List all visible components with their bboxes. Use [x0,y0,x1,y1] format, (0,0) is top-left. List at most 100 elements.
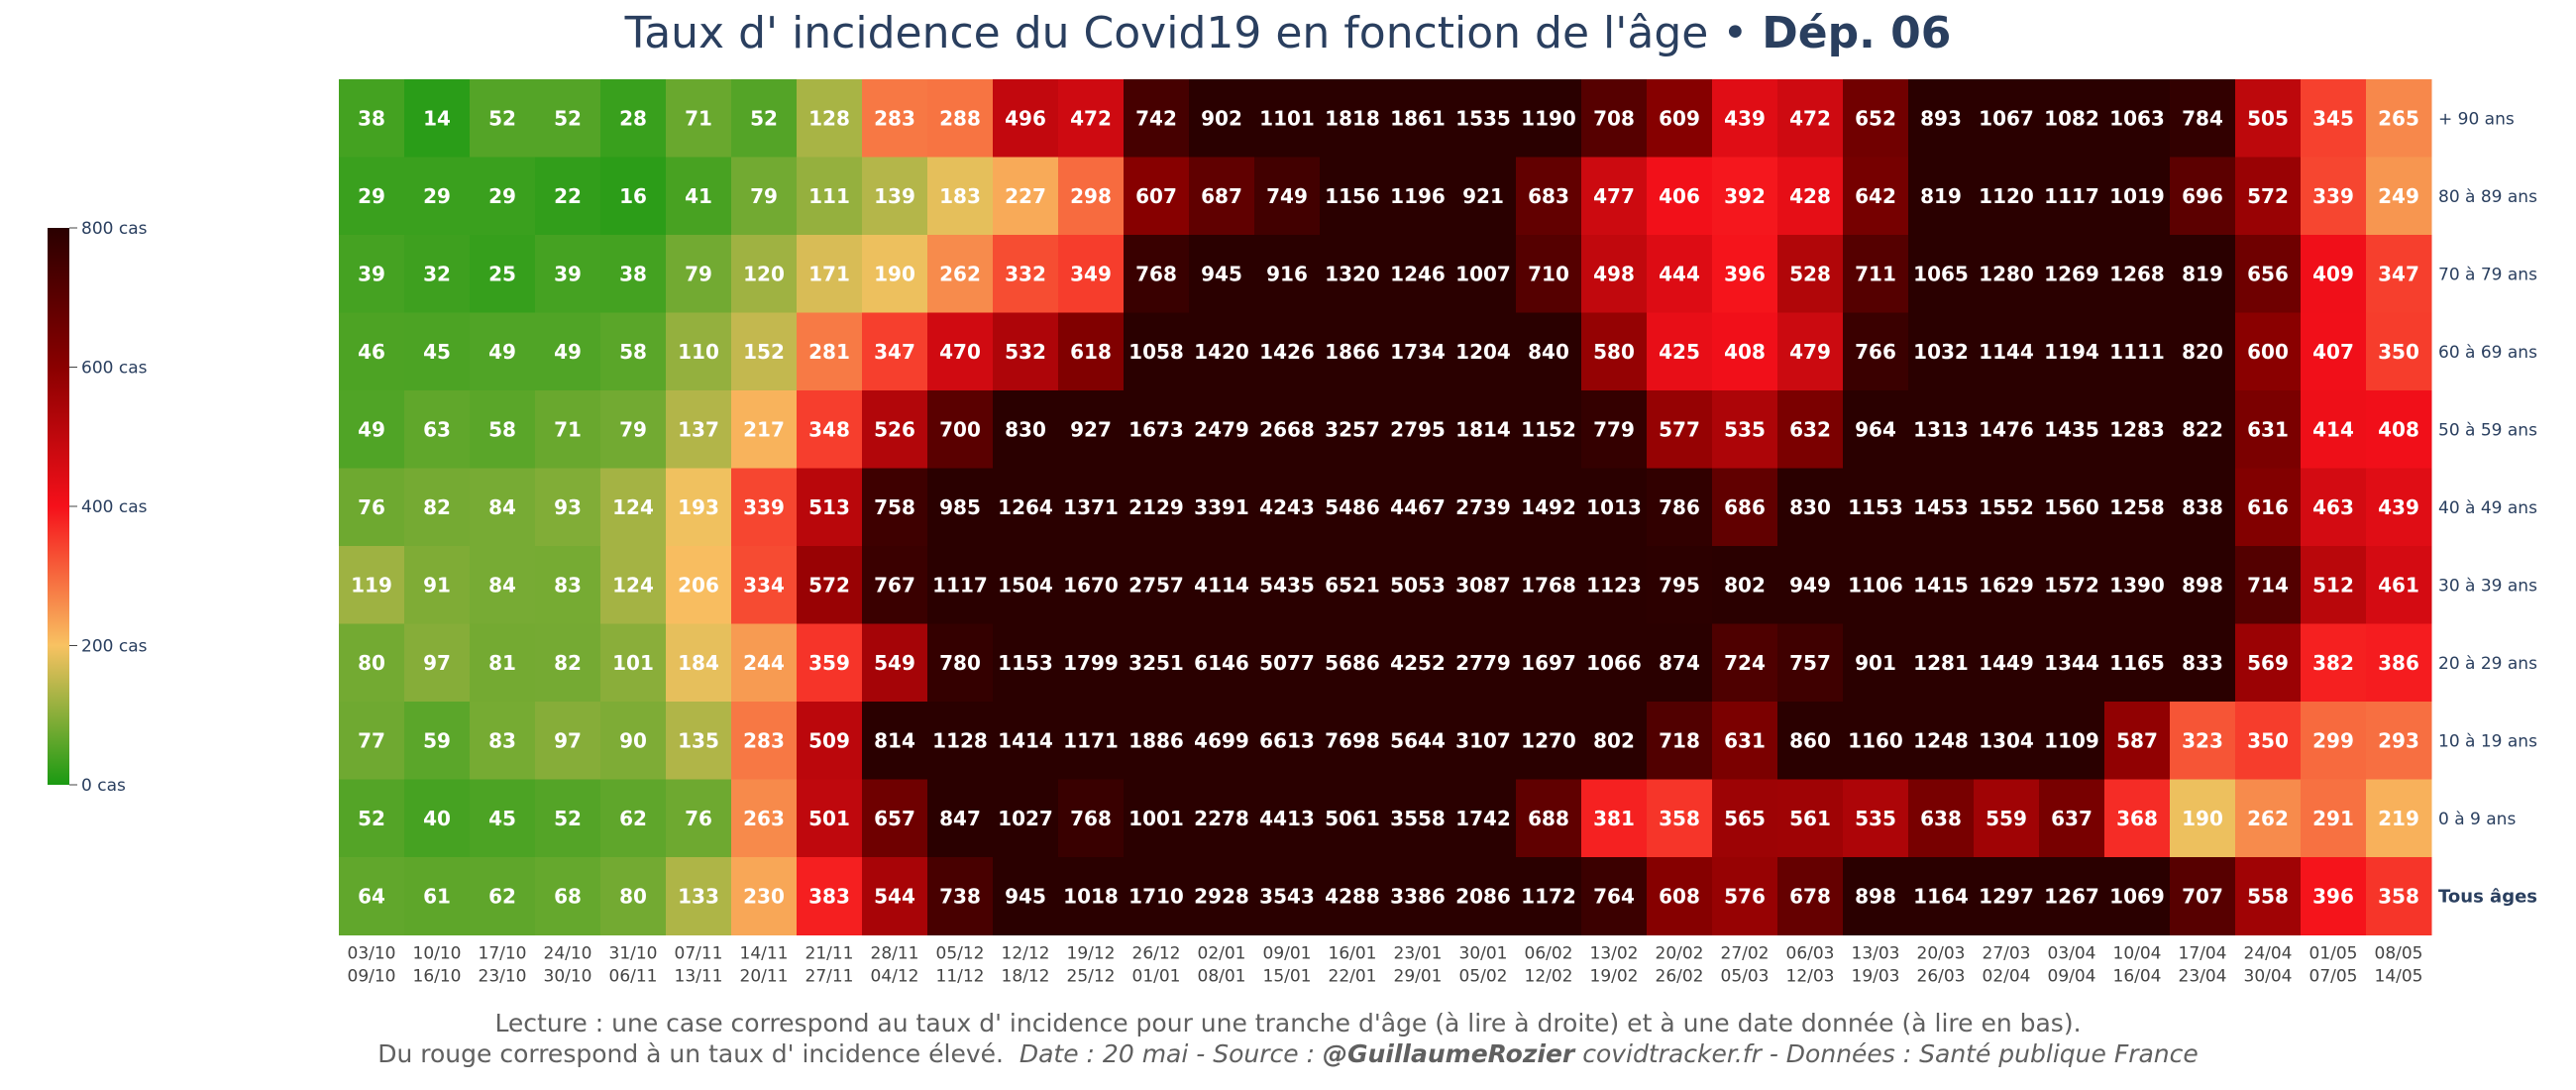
heatmap-cell [2235,702,2302,780]
cell-value-label: 1535 [1455,106,1511,130]
heatmap-cell [1581,546,1648,624]
heatmap-cell [1385,546,1451,624]
heatmap-cell [1320,623,1386,703]
x-axis-label-start: 13/03 [1852,944,1900,964]
heatmap-cell [2170,390,2236,469]
cell-value-label: 97 [554,728,582,752]
cell-value-label: 1799 [1063,651,1119,675]
cell-value-label: 1629 [1979,573,2034,597]
cell-value-label: 1552 [1979,495,2034,519]
heatmap-cell [535,157,601,236]
cell-value-label: 1117 [2044,184,2099,208]
heatmap-cell [1712,235,1778,313]
heatmap-cell [535,546,601,624]
heatmap-cell [2039,235,2105,313]
heatmap-cell [1647,468,1713,547]
cell-value-label: 291 [2312,807,2354,830]
heatmap-cell [666,235,732,313]
heatmap-cell [666,157,732,236]
heatmap-cell [1058,779,1125,858]
cell-value-label: 631 [1724,728,1766,752]
cell-value-label: 738 [939,884,981,908]
cell-value-label: 802 [1724,573,1766,597]
cell-value-label: 368 [2116,807,2158,830]
cell-value-label: 802 [1593,728,1635,752]
cell-value-label: 283 [874,106,915,130]
cell-value-label: 1283 [2109,417,2165,441]
cell-value-label: 293 [2378,728,2419,752]
heatmap-cell [2235,235,2302,313]
cell-value-label: 461 [2378,573,2419,597]
cell-value-label: 244 [743,651,785,675]
cell-value-label: 62 [619,807,647,830]
cell-value-label: 14 [423,106,451,130]
heatmap-cell [2170,312,2236,391]
heatmap-cell [993,779,1059,858]
heatmap-cell [2104,312,2171,391]
cell-value-label: 1572 [2044,573,2099,597]
cell-value-label: 84 [488,495,516,519]
heatmap-cell [1450,312,1517,391]
heatmap-cell [2039,390,2105,469]
cell-value-label: 1697 [1521,651,1576,675]
cell-value-label: 501 [808,807,850,830]
cell-value-label: 439 [2378,495,2419,519]
cell-value-label: 265 [2378,106,2419,130]
heatmap-cell [1320,546,1386,624]
heatmap-cell [2301,546,2367,624]
cell-value-label: 124 [612,495,654,519]
cell-value-label: 1371 [1063,495,1119,519]
cell-value-label: 28 [619,106,647,130]
cell-value-label: 2129 [1128,495,1184,519]
heatmap-cell [1516,468,1582,547]
cell-value-label: 1120 [1979,184,2034,208]
heatmap-cell [1908,546,1975,624]
heatmap-cell [1712,312,1778,391]
x-axis-label-end: 05/03 [1721,967,1770,987]
heatmap-cell [600,390,667,469]
heatmap-cell [404,857,471,935]
colorbar: 800 cas 600 cas 400 cas 200 cas 0 cas [48,219,148,796]
x-axis-label-end: 09/04 [2048,967,2096,987]
cell-value-label: 2928 [1194,884,1249,908]
heatmap-cell [993,312,1059,391]
cell-value-label: 428 [1789,184,1831,208]
heatmap-cell [2301,79,2367,158]
cell-value-label: 714 [2247,573,2289,597]
cell-value-label: 820 [2182,340,2223,364]
cell-value-label: 1153 [998,651,1053,675]
heatmap-cell [1254,79,1321,158]
cell-value-label: 283 [743,728,785,752]
x-axis-label-start: 26/12 [1132,944,1181,964]
cell-value-label: 683 [1528,184,1569,208]
y-axis-label: 30 à 39 ans [2438,576,2537,596]
heatmap-cell [1320,702,1386,780]
heatmap-cell [1516,702,1582,780]
heatmap-cell [2170,857,2236,935]
heatmap-cell [1189,702,1255,780]
heatmap-cell [1189,546,1255,624]
heatmap-cell [1189,157,1255,236]
heatmap-cell [1843,390,1909,469]
cell-value-label: 49 [488,340,516,364]
heatmap-cell [600,79,667,158]
cell-value-label: 348 [808,417,850,441]
heatmap-cell [1843,468,1909,547]
cell-value-label: 1258 [2109,495,2165,519]
x-axis-label-end: 29/01 [1394,967,1443,987]
heatmap-cell [535,468,601,547]
heatmap-cell [862,702,928,780]
heatmap-cell [1450,623,1517,703]
heatmap-cell [1712,79,1778,158]
cell-value-label: 217 [743,417,785,441]
heatmap-cell [1974,157,2040,236]
cell-value-label: 580 [1593,340,1635,364]
cell-value-label: 41 [685,184,712,208]
cell-value-label: 1420 [1194,340,1249,364]
cell-value-label: 183 [939,184,981,208]
heatmap-cell [666,702,732,780]
heatmap-cell [1058,235,1125,313]
heatmap-cell [1058,857,1125,935]
heatmap-cell [404,157,471,236]
cell-value-label: 1297 [1979,884,2034,908]
